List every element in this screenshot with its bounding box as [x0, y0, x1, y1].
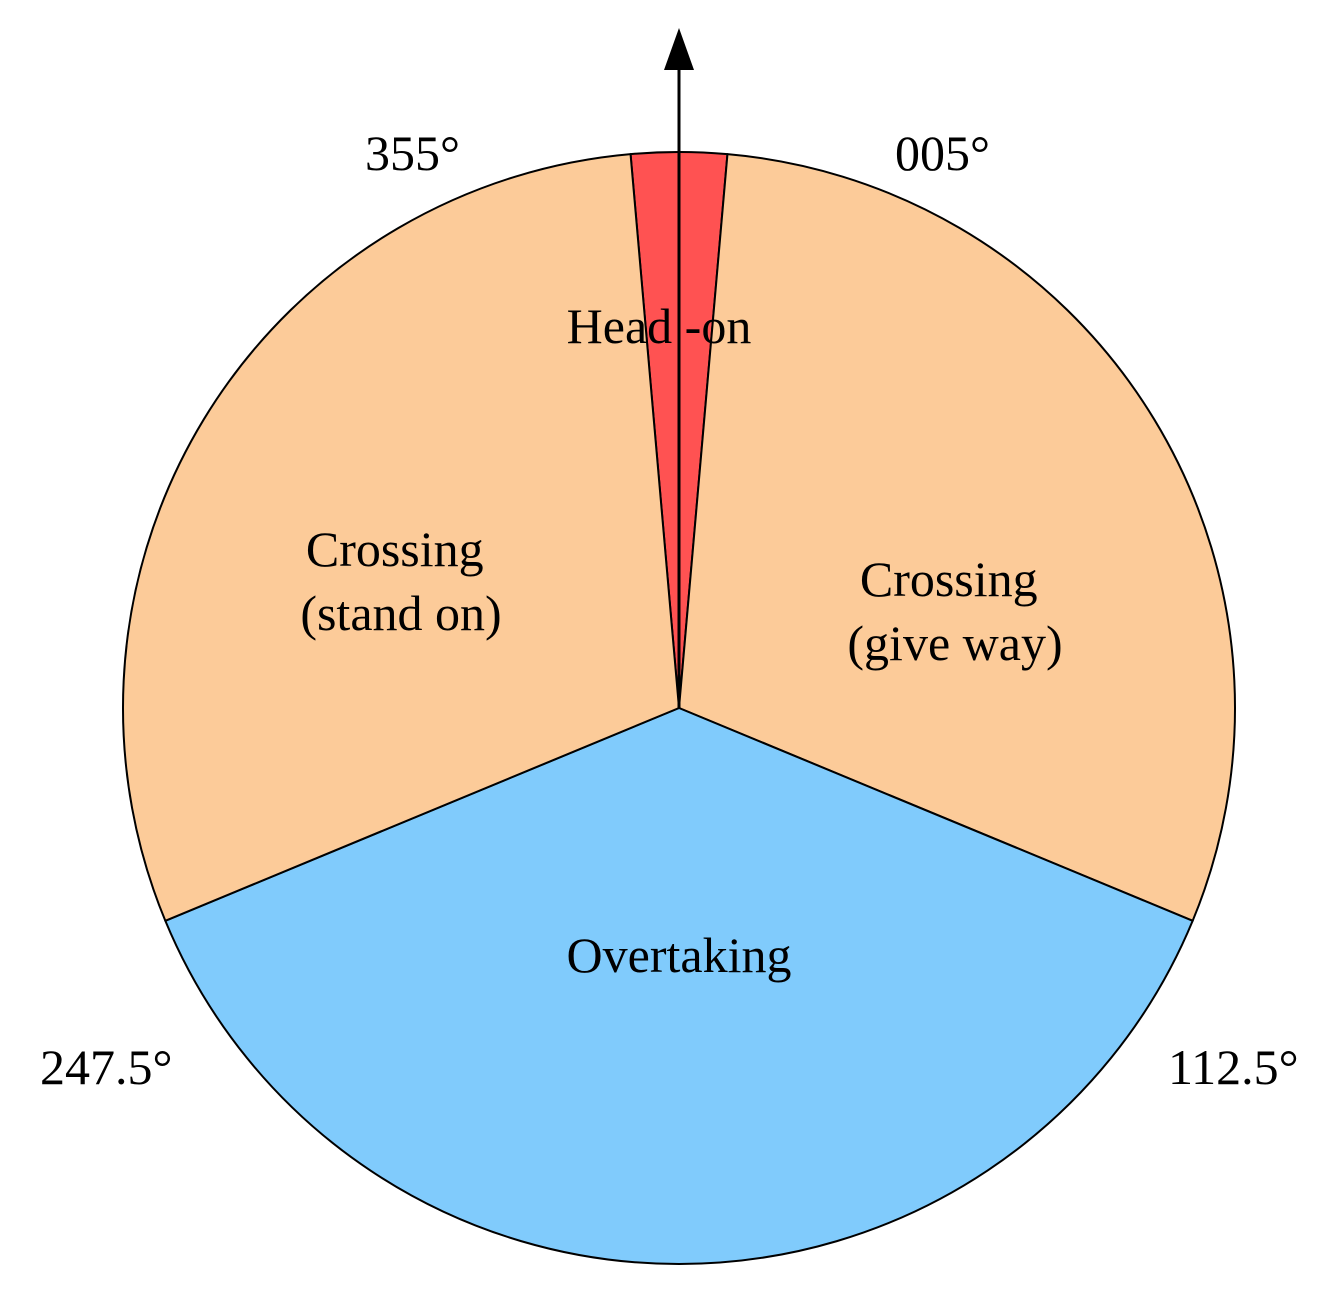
sector-label-crossing-give-way: Crossing (give way) [847, 551, 1062, 671]
sector-crossing-stand-on [122, 153, 680, 922]
bearing-labels: 005° 112.5° 247.5° 355° [40, 125, 1299, 1095]
heading-arrow-icon [664, 28, 694, 708]
sector-label-overtaking: Overtaking [567, 927, 792, 983]
bearing-label-005: 005° [895, 125, 990, 181]
sector-crossing-give-way [678, 153, 1236, 922]
sectors [122, 151, 1236, 1265]
sector-label-crossing-stand-on: Crossing (stand on) [300, 521, 501, 641]
bearing-label-355: 355° [365, 125, 460, 181]
sector-labels: Head -on Crossing (give way) Overtaking … [300, 298, 1062, 983]
sector-overtaking [164, 707, 1194, 1265]
heading-arrow-head [664, 28, 694, 70]
bearing-label-112-5: 112.5° [1168, 1039, 1299, 1095]
sector-label-head-on: Head -on [567, 298, 752, 354]
bearing-label-247-5: 247.5° [40, 1039, 173, 1095]
